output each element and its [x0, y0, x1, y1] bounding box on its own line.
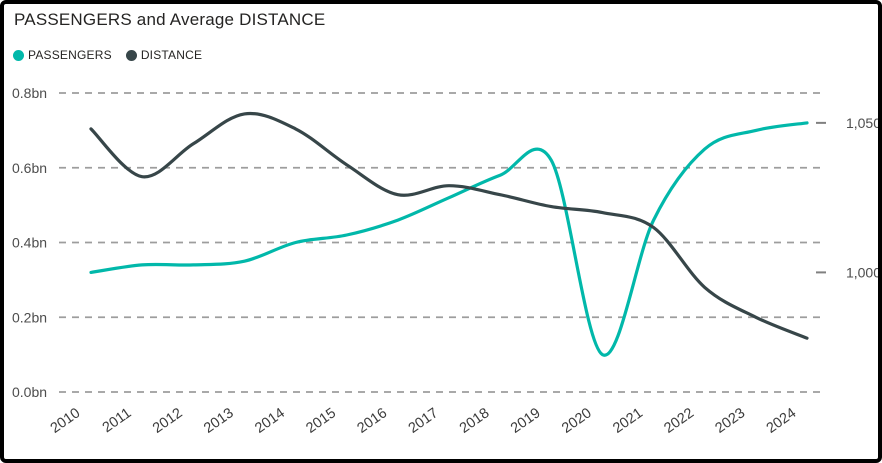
legend-label-distance: DISTANCE [140, 48, 203, 62]
x-axis-label: 2019 [508, 405, 544, 437]
legend: PASSENGERS DISTANCE [13, 48, 202, 62]
x-axis-label: 2014 [252, 405, 288, 437]
legend-item-distance[interactable]: DISTANCE [125, 48, 203, 62]
y-axis-label: 0.0bn [12, 384, 47, 400]
x-axis-label: 2024 [764, 405, 800, 437]
x-axis-label: 2012 [150, 405, 186, 437]
y-axis-label: 0.4bn [12, 235, 47, 251]
y-axis-label: 0.8bn [12, 85, 47, 101]
x-axis-label: 2023 [713, 405, 749, 437]
x-axis-label: 2020 [559, 405, 595, 437]
y-axis-label: 0.6bn [12, 160, 47, 176]
passengers-legend-dot-icon [13, 49, 24, 61]
x-axis-label: 2015 [303, 405, 339, 437]
y-axis-label: 0.2bn [12, 309, 47, 325]
legend-item-passengers[interactable]: PASSENGERS [13, 48, 112, 62]
right-axis-label: 1,000 [846, 264, 881, 280]
line-chart-plot-area[interactable]: 0.8bn 0.6bn 0.4bn 0.2bn 0.0bn 1,050 1,000 2010 2… [4, 4, 882, 463]
x-axis-label: 2017 [406, 405, 442, 437]
x-axis-label: 2021 [610, 405, 646, 437]
x-axis-label: 2011 [100, 405, 135, 436]
x-axis-label: 2022 [661, 405, 697, 437]
right-axis-label: 1,050 [846, 115, 881, 131]
passengers-line-series[interactable] [89, 121, 809, 357]
distance-line-series[interactable] [89, 111, 809, 340]
x-axis-label: 2016 [355, 405, 391, 437]
x-axis-label: 2010 [48, 405, 84, 437]
legend-label-passengers: PASSENGERS [28, 48, 112, 62]
x-axis-label: 2018 [457, 405, 493, 437]
chart-title: PASSENGERS and Average DISTANCE [14, 10, 326, 29]
x-axis-label: 2013 [201, 405, 237, 437]
distance-legend-dot-icon [125, 49, 137, 61]
